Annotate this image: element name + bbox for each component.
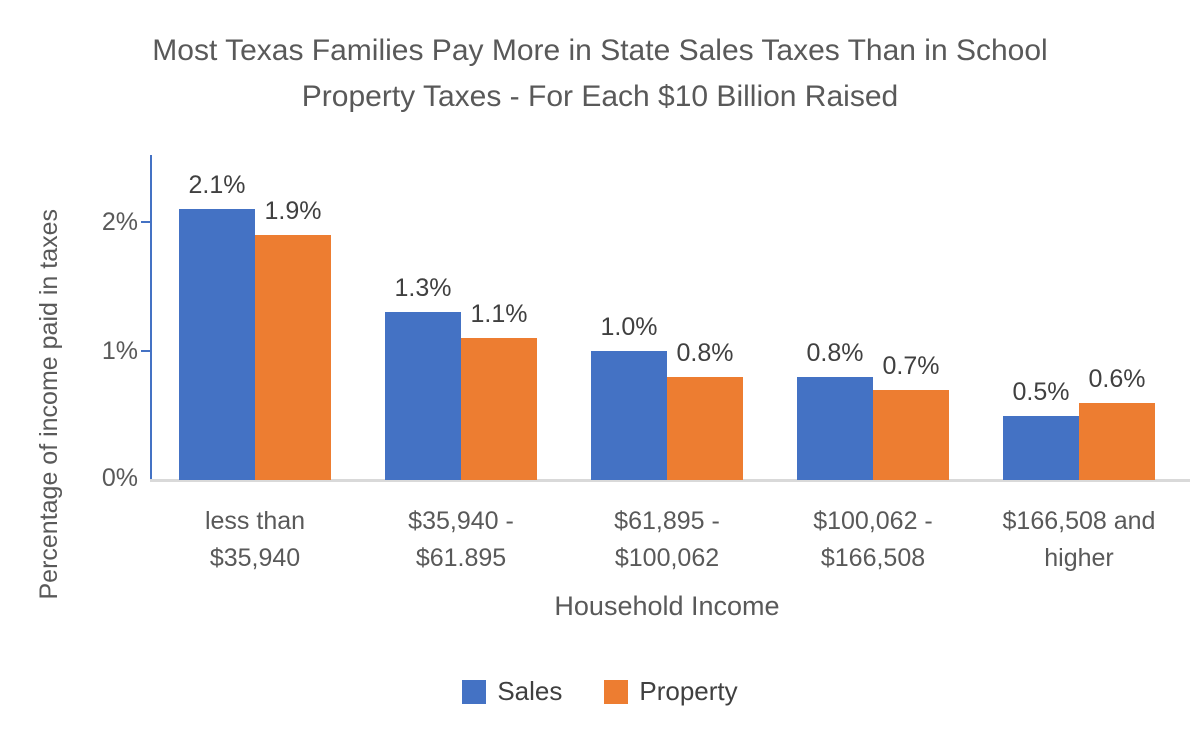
- data-label-property-2: 0.8%: [676, 339, 734, 367]
- y-axis-tick-1pct: [141, 350, 151, 352]
- legend-label-property: Property: [639, 676, 738, 706]
- x-category-label-line: $166,508 and: [1002, 507, 1156, 535]
- x-category-label-line: $100,062: [614, 544, 720, 572]
- data-label-property-3: 0.7%: [882, 352, 940, 380]
- legend-swatch-sales: [462, 679, 487, 704]
- x-category-label-2: $61,895 - $100,062: [552, 503, 782, 577]
- x-category-label-3: $100,062 - $166,508: [758, 503, 988, 577]
- bar-property-3: [873, 390, 949, 480]
- x-category-label-line: higher: [1044, 544, 1114, 572]
- x-category-label-line: $35,940 -: [408, 507, 514, 535]
- bar-sales-2: [591, 351, 667, 480]
- y-tick-label-0pct: 0%: [101, 464, 138, 492]
- bar-property-4: [1079, 403, 1155, 480]
- data-label-sales-4: 0.5%: [1012, 378, 1070, 406]
- plot-area: 2.1% 1.9% 1.3% 1.1% 1.0% 0.8% 0.8% 0.7% 0.5% 0.6%: [152, 155, 1182, 480]
- legend-item-sales: Sales: [462, 676, 562, 707]
- data-label-property-1: 1.1%: [470, 300, 528, 328]
- y-axis-tick-2pct: [141, 221, 151, 223]
- y-axis-title: Percentage of income paid in taxes: [34, 208, 63, 600]
- data-label-property-4: 0.6%: [1088, 365, 1146, 393]
- chart-title: Most Texas Families Pay More in State Sa…: [152, 34, 1048, 113]
- bar-sales-3: [797, 377, 873, 480]
- x-category-label-0: less than $35,940: [140, 503, 370, 577]
- x-category-label-line: $166,508: [820, 544, 926, 572]
- data-label-sales-1: 1.3%: [394, 274, 452, 302]
- x-axis-labels: less than $35,940 $35,940 - $61.895 $61,895 …: [152, 503, 1182, 583]
- data-label-property-0: 1.9%: [264, 197, 322, 225]
- y-tick-label-1pct: 1%: [101, 337, 138, 365]
- bar-sales-0: [179, 209, 255, 480]
- x-category-label-line: $61,895 -: [614, 507, 720, 535]
- x-category-label-1: $35,940 - $61.895: [346, 503, 576, 577]
- x-category-label-4: $166,508 and higher: [964, 503, 1194, 577]
- x-axis-line: [150, 479, 1190, 482]
- x-category-label-line: $35,940: [209, 544, 301, 572]
- bar-property-1: [461, 338, 537, 480]
- data-label-sales-0: 2.1%: [188, 171, 246, 199]
- y-axis-line: [150, 155, 152, 481]
- bar-property-0: [255, 235, 331, 480]
- bar-sales-1: [385, 312, 461, 480]
- legend: Sales Property: [0, 676, 1200, 707]
- bar-property-2: [667, 377, 743, 480]
- x-category-label-line: $61.895: [415, 544, 507, 572]
- x-category-label-line: $100,062 -: [813, 507, 933, 535]
- data-label-sales-2: 1.0%: [600, 313, 658, 341]
- bar-sales-4: [1003, 416, 1079, 480]
- data-label-sales-3: 0.8%: [806, 339, 864, 367]
- legend-item-property: Property: [604, 676, 738, 707]
- x-axis-title: Household Income: [554, 591, 780, 621]
- y-tick-label-2pct: 2%: [101, 208, 138, 236]
- legend-label-sales: Sales: [497, 676, 563, 706]
- legend-swatch-property: [604, 679, 629, 704]
- x-category-label-line: less than: [204, 507, 306, 535]
